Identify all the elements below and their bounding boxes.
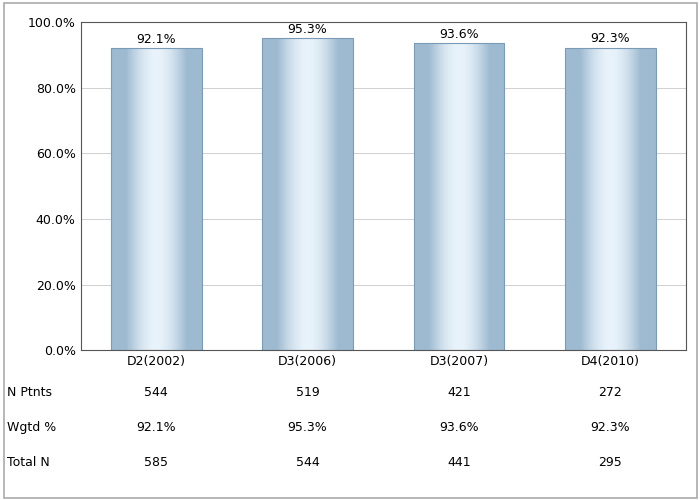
Text: Total N: Total N	[7, 456, 50, 469]
Text: 93.6%: 93.6%	[439, 28, 479, 41]
Text: 421: 421	[447, 386, 470, 399]
Text: Wgtd %: Wgtd %	[7, 421, 56, 434]
Bar	[565, 48, 656, 350]
Text: 95.3%: 95.3%	[288, 22, 328, 36]
Text: 441: 441	[447, 456, 470, 469]
Bar	[414, 44, 504, 350]
Text: 92.1%: 92.1%	[136, 421, 176, 434]
Text: 95.3%: 95.3%	[288, 421, 328, 434]
Bar	[262, 38, 353, 350]
Text: 544: 544	[144, 386, 168, 399]
Text: 585: 585	[144, 456, 168, 469]
Text: 544: 544	[295, 456, 319, 469]
Bar	[111, 48, 202, 350]
Text: 295: 295	[598, 456, 622, 469]
Text: 92.3%: 92.3%	[591, 421, 630, 434]
Text: 519: 519	[295, 386, 319, 399]
Text: N Ptnts: N Ptnts	[7, 386, 52, 399]
Text: 92.3%: 92.3%	[591, 32, 630, 46]
Text: 93.6%: 93.6%	[439, 421, 479, 434]
Text: 272: 272	[598, 386, 622, 399]
Text: 92.1%: 92.1%	[136, 33, 176, 46]
